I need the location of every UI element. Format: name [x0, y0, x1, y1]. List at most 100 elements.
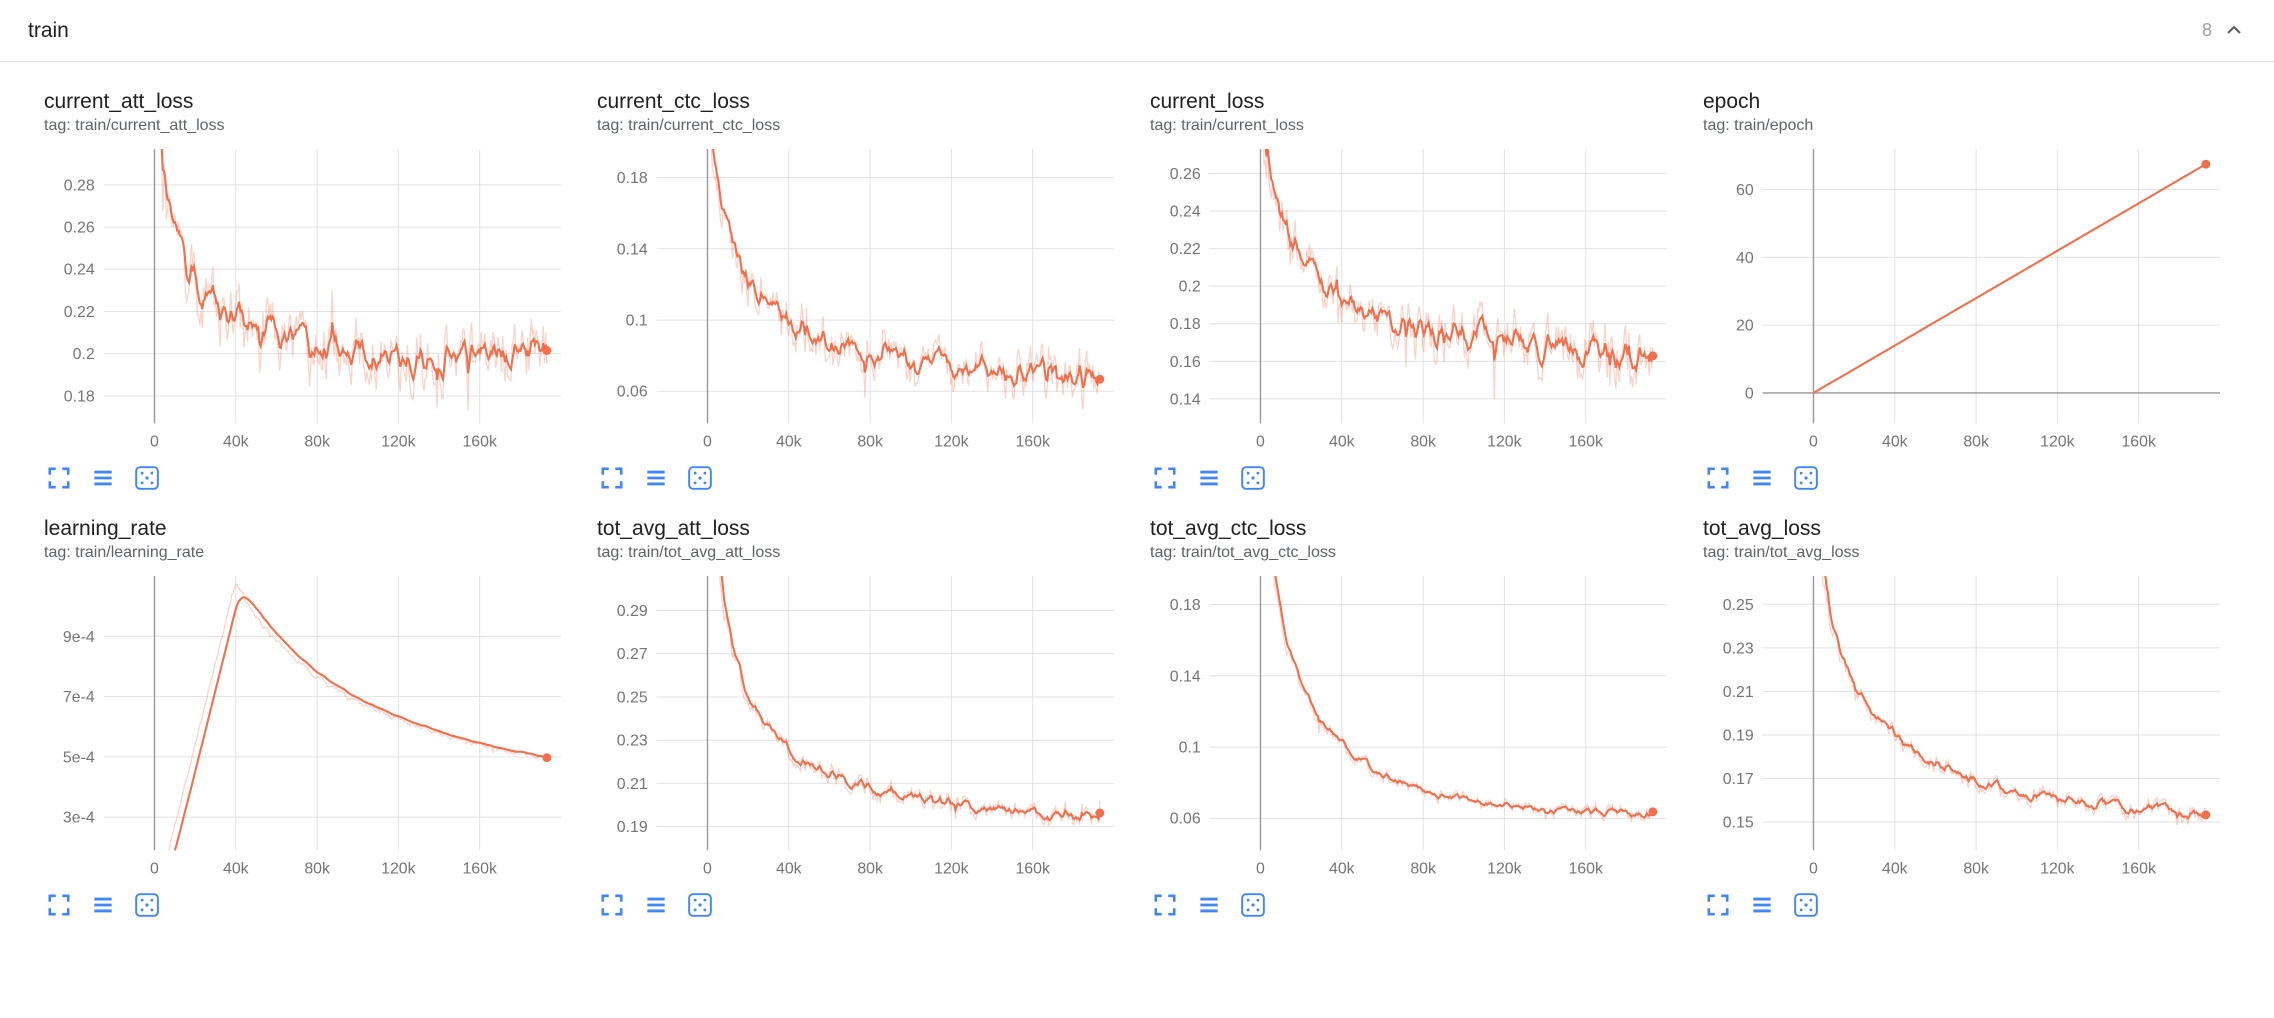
svg-text:0: 0	[703, 860, 712, 877]
fit-domain-button[interactable]	[687, 892, 713, 918]
card-toolbar	[597, 465, 1124, 491]
svg-text:80k: 80k	[1963, 860, 1989, 877]
svg-text:40k: 40k	[1329, 433, 1355, 450]
expand-icon	[48, 467, 70, 489]
data-table-button[interactable]	[643, 465, 669, 491]
svg-text:0.2: 0.2	[73, 346, 95, 363]
svg-text:0.2: 0.2	[1179, 279, 1201, 296]
svg-text:20: 20	[1736, 318, 1754, 335]
card-grid: current_att_loss tag: train/current_att_…	[0, 62, 2274, 918]
svg-text:80k: 80k	[857, 433, 883, 450]
line-chart[interactable]: 0.06 0.1 0.14 0.18 0 40k 80k 120k 160k	[597, 141, 1124, 457]
expand-icon	[1154, 467, 1176, 489]
svg-text:40: 40	[1736, 250, 1754, 267]
data-table-button[interactable]	[1749, 465, 1775, 491]
svg-text:80k: 80k	[1410, 860, 1436, 877]
expand-icon	[48, 894, 70, 916]
svg-text:0.15: 0.15	[1723, 815, 1754, 832]
svg-text:0.24: 0.24	[64, 262, 95, 279]
card-toolbar	[1150, 892, 1677, 918]
data-table-icon	[94, 470, 112, 486]
svg-text:0: 0	[1256, 860, 1265, 877]
expand-card-button[interactable]	[1705, 465, 1731, 491]
svg-text:0.22: 0.22	[64, 304, 95, 321]
data-table-icon	[647, 898, 665, 913]
svg-text:120k: 120k	[1487, 860, 1522, 877]
expand-card-button[interactable]	[599, 892, 625, 918]
svg-text:0.19: 0.19	[617, 819, 648, 836]
fit-domain-icon	[1241, 893, 1265, 918]
fit-domain-icon	[135, 466, 159, 490]
expand-icon	[601, 894, 623, 916]
line-chart[interactable]: 0.15 0.17 0.19 0.21 0.23 0.25 0 40k 80k 120k 160k	[1703, 568, 2230, 884]
card-title: tot_avg_loss	[1703, 517, 1821, 541]
svg-text:0.18: 0.18	[1170, 597, 1201, 614]
expand-icon	[1707, 894, 1729, 916]
data-table-button[interactable]	[90, 892, 116, 918]
fit-domain-button[interactable]	[134, 892, 160, 918]
fit-domain-button[interactable]	[687, 465, 713, 491]
svg-text:0: 0	[150, 860, 159, 877]
line-chart[interactable]: 3e-4 5e-4 7e-4 9e-4 0 40k 80k 120k 160k	[44, 568, 571, 884]
svg-text:40k: 40k	[776, 433, 802, 450]
svg-text:160k: 160k	[2121, 860, 2156, 877]
expand-card-button[interactable]	[46, 465, 72, 491]
svg-text:80k: 80k	[1410, 433, 1436, 450]
data-table-button[interactable]	[1749, 892, 1775, 918]
fit-domain-button[interactable]	[134, 465, 160, 491]
data-table-button[interactable]	[1196, 465, 1222, 491]
svg-text:0.29: 0.29	[617, 603, 648, 620]
svg-text:160k: 160k	[1015, 860, 1050, 877]
svg-text:60: 60	[1736, 182, 1754, 199]
svg-text:160k: 160k	[462, 433, 497, 450]
line-chart[interactable]: 0.18 0.2 0.22 0.24 0.26 0.28 0 40k 80k 120k 160k	[44, 141, 571, 457]
card-toolbar	[44, 892, 571, 918]
svg-text:160k: 160k	[2121, 433, 2156, 450]
fit-domain-button[interactable]	[1240, 892, 1266, 918]
svg-text:0: 0	[703, 433, 712, 450]
svg-text:0.19: 0.19	[1723, 728, 1754, 745]
svg-text:160k: 160k	[1015, 433, 1050, 450]
svg-text:120k: 120k	[1487, 433, 1522, 450]
expand-card-button[interactable]	[599, 465, 625, 491]
card-title: current_loss	[1150, 90, 1265, 113]
expand-card-button[interactable]	[1705, 892, 1731, 918]
collapse-section-button[interactable]	[2222, 19, 2246, 43]
svg-text:0.23: 0.23	[1723, 640, 1754, 657]
svg-text:0: 0	[150, 433, 159, 450]
data-table-button[interactable]	[1196, 892, 1222, 918]
scalar-card: tot_avg_loss tag: train/tot_avg_loss 0.1…	[1703, 517, 2230, 918]
data-table-icon	[1200, 898, 1218, 913]
svg-text:0.26: 0.26	[64, 220, 95, 237]
line-chart[interactable]: 0.19 0.21 0.23 0.25 0.27 0.29 0 40k 80k 120k 160k	[597, 568, 1124, 884]
line-chart[interactable]: 0 20 40 60 0 40k 80k 120k 160k	[1703, 141, 2230, 457]
fit-domain-button[interactable]	[1240, 465, 1266, 491]
data-table-icon	[1753, 470, 1771, 486]
svg-text:160k: 160k	[1568, 860, 1603, 877]
fit-domain-button[interactable]	[1793, 465, 1819, 491]
data-table-icon	[94, 898, 112, 913]
data-table-icon	[1200, 470, 1218, 486]
svg-text:160k: 160k	[1568, 433, 1603, 450]
fit-domain-button[interactable]	[1793, 892, 1819, 918]
fit-domain-icon	[1794, 466, 1818, 490]
card-count: 8	[2201, 20, 2212, 40]
data-table-button[interactable]	[643, 892, 669, 918]
svg-text:0.18: 0.18	[617, 170, 648, 187]
expand-card-button[interactable]	[46, 892, 72, 918]
svg-text:40k: 40k	[1882, 860, 1908, 877]
expand-card-button[interactable]	[1152, 892, 1178, 918]
scalar-card: current_loss tag: train/current_loss 0.1…	[1150, 90, 1677, 491]
svg-text:40k: 40k	[1882, 433, 1908, 450]
svg-text:0.17: 0.17	[1723, 771, 1754, 788]
card-toolbar	[1703, 465, 2230, 491]
svg-text:120k: 120k	[2040, 433, 2075, 450]
svg-text:120k: 120k	[934, 860, 969, 877]
fit-domain-icon	[688, 893, 712, 918]
data-table-button[interactable]	[90, 465, 116, 491]
expand-card-button[interactable]	[1152, 465, 1178, 491]
svg-text:40k: 40k	[776, 860, 802, 877]
line-chart[interactable]: 0.14 0.16 0.18 0.2 0.22 0.24 0.26 0 40k 80k 120k 16…	[1150, 141, 1677, 457]
section-title[interactable]: train	[28, 18, 69, 42]
line-chart[interactable]: 0.06 0.1 0.14 0.18 0 40k 80k 120k 160k	[1150, 568, 1677, 884]
